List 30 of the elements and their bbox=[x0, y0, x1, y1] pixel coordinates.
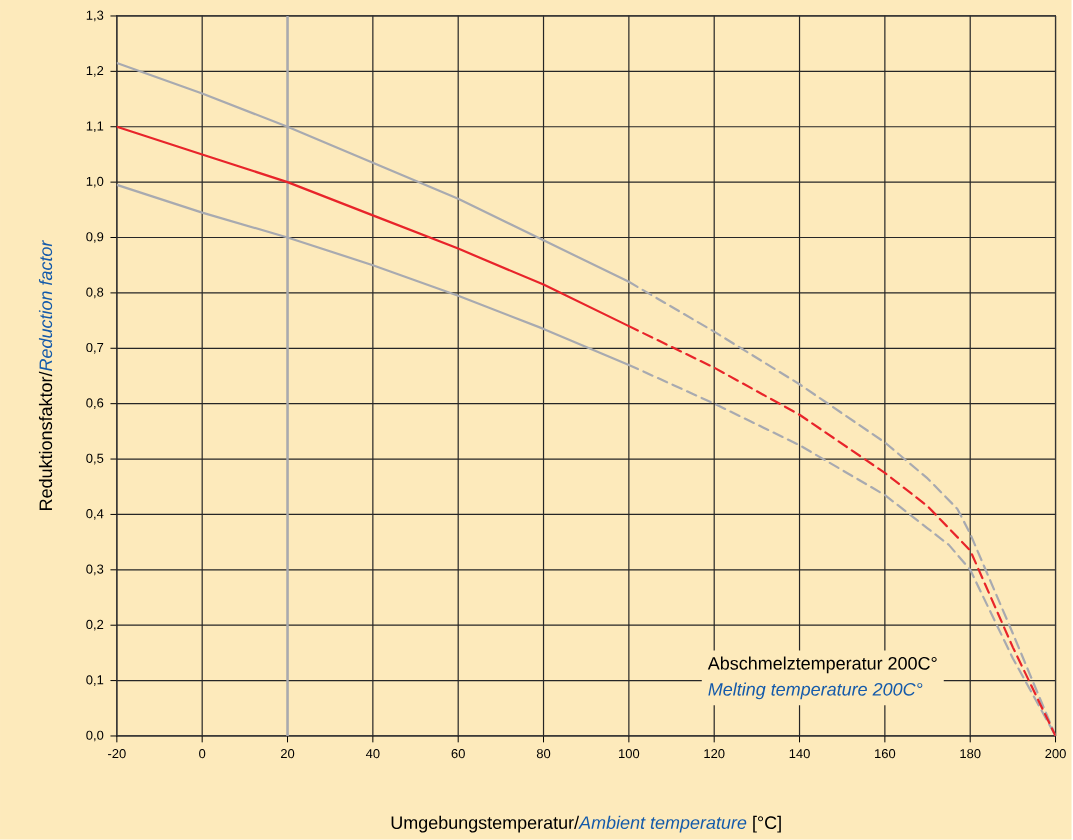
x-tick-label: 40 bbox=[365, 749, 380, 759]
x-tick-label: 0 bbox=[199, 749, 206, 759]
y-tick-label: 0,3 bbox=[86, 564, 104, 576]
y-tick-label: 0,7 bbox=[86, 343, 104, 354]
x-tick-label: 100 bbox=[619, 749, 640, 759]
y-tick-label: 0,6 bbox=[86, 398, 104, 410]
x-tick-label: 140 bbox=[789, 749, 810, 759]
y-tick-label: 0,8 bbox=[86, 287, 104, 299]
x-tick-label: 200 bbox=[1045, 749, 1066, 759]
y-tick-label: 0,9 bbox=[86, 232, 104, 243]
x-tick-label: -20 bbox=[108, 749, 126, 759]
x-tick-label: 20 bbox=[280, 749, 295, 759]
x-tick-label: 80 bbox=[536, 749, 551, 759]
annotation: Abschmelztemperatur 200C° bbox=[707, 656, 937, 674]
y-axis-title: Reduktionsfaktor/Reduction factor bbox=[38, 240, 53, 510]
x-tick-label: 60 bbox=[451, 749, 465, 759]
y-tick-label: 0,4 bbox=[86, 509, 104, 520]
y-tick-label: 0,2 bbox=[86, 619, 104, 631]
y-tick-label: 1,3 bbox=[86, 10, 104, 22]
y-tick-label: 1,1 bbox=[86, 121, 104, 133]
y-tick-label: 1,0 bbox=[86, 176, 104, 188]
y-tick-label: 1,2 bbox=[86, 66, 104, 77]
x-tick-label: 120 bbox=[704, 749, 725, 759]
x-tick-label: 180 bbox=[960, 749, 981, 759]
y-tick-label: 0,1 bbox=[86, 675, 104, 687]
x-axis-title: Umgebungstemperatur/Ambient temperature [°C] bbox=[391, 815, 781, 833]
x-tick-label: 160 bbox=[875, 749, 896, 759]
y-tick-label: 0,0 bbox=[86, 730, 104, 742]
annotation: Melting temperature 200C° bbox=[708, 682, 923, 700]
y-tick-label: 0,5 bbox=[86, 453, 104, 465]
